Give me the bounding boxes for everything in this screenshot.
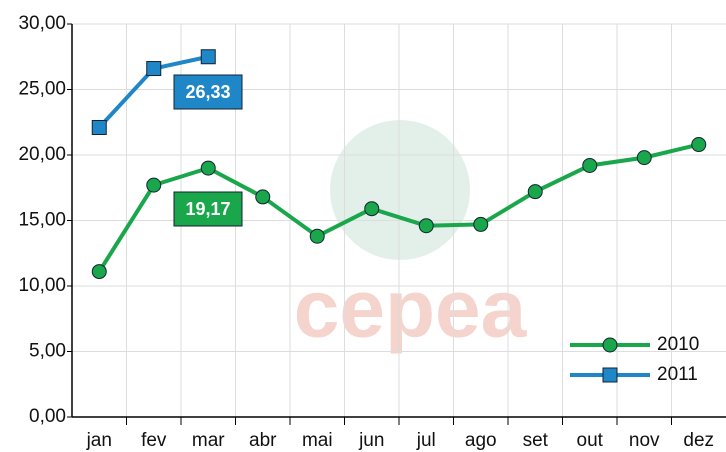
chart: cepea 0,00 5,00 10,00 15,00 20,00 25,00 30,00 j… (0, 0, 726, 452)
y-tick-label: 30,00 (18, 13, 66, 34)
y-tick-label: 0,00 (29, 406, 66, 427)
point (692, 138, 706, 152)
x-tick-label: jul (416, 430, 436, 451)
x-tick-label: mar (192, 430, 225, 451)
legend-marker (603, 368, 617, 382)
x-tick-label: jun (358, 430, 384, 451)
x-tick-label: out (577, 430, 604, 451)
x-tick-label: jan (86, 430, 112, 451)
point (419, 219, 433, 233)
x-tick-label: set (523, 430, 549, 451)
x-tick-label: dez (683, 430, 714, 451)
point (147, 62, 161, 76)
point (583, 158, 597, 172)
point (201, 161, 215, 175)
point (637, 151, 651, 165)
x-tick-label: nov (629, 430, 660, 451)
y-tick-label: 20,00 (18, 144, 66, 165)
point (310, 229, 324, 243)
point (528, 185, 542, 199)
point (365, 202, 379, 216)
logo-globe (330, 120, 470, 260)
point (474, 217, 488, 231)
x-tick-label: fev (141, 430, 167, 451)
annotation: 19,17 (185, 199, 230, 219)
y-tick-label: 10,00 (18, 275, 66, 296)
point (201, 50, 215, 64)
x-tick-label: mai (302, 430, 333, 451)
legend-label: 2011 (657, 364, 698, 385)
point (92, 120, 106, 134)
watermark: cepea (294, 264, 528, 355)
y-tick-label: 15,00 (18, 210, 66, 231)
y-tick-label: 5,00 (29, 341, 66, 362)
point (256, 190, 270, 204)
x-tick-label: ago (465, 430, 497, 451)
point (147, 178, 161, 192)
y-tick-label: 25,00 (18, 79, 66, 100)
legend-label: 2010 (657, 334, 699, 355)
annotation: 26,33 (185, 82, 230, 102)
x-tick-label: abr (249, 430, 277, 451)
point (92, 265, 106, 279)
legend-marker (603, 338, 617, 352)
